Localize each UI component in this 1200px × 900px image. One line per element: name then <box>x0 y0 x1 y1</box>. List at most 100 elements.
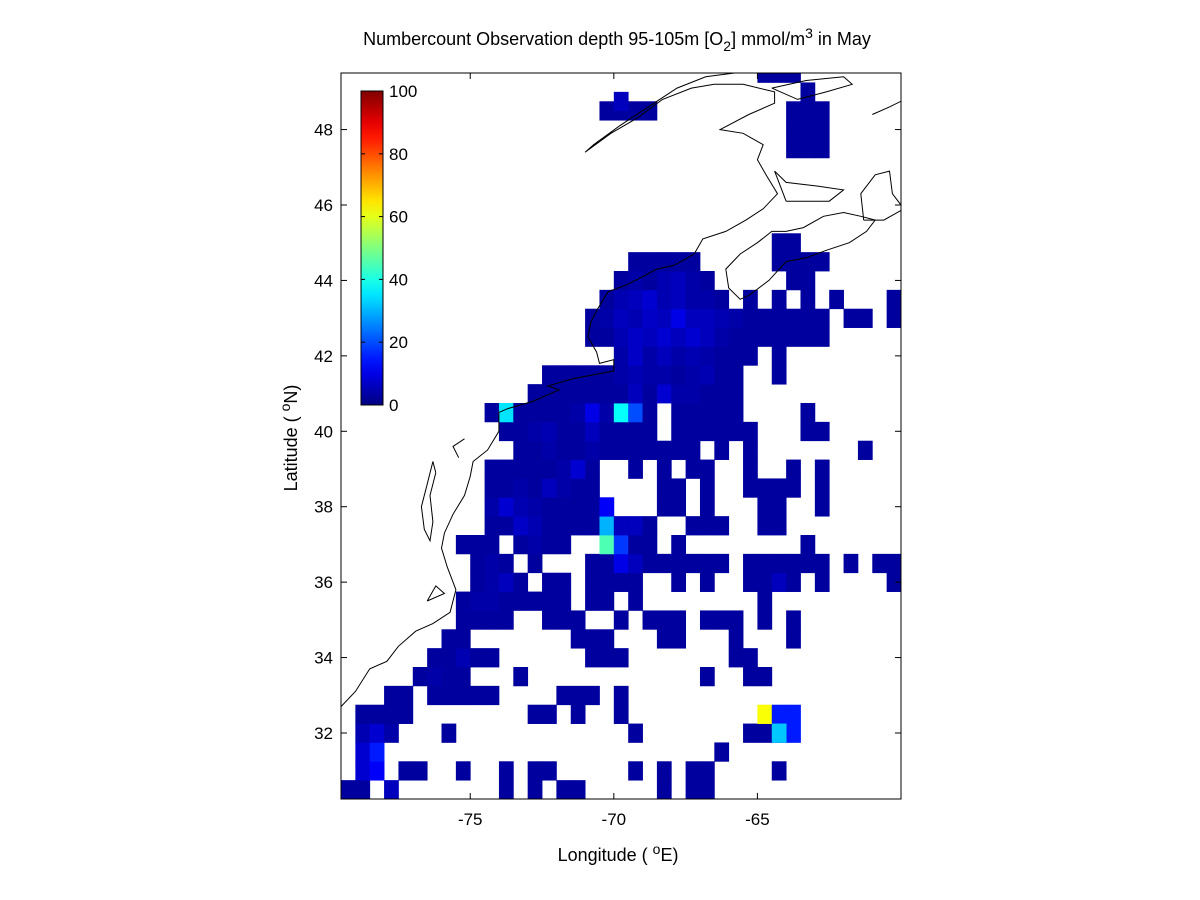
heatmap-cell <box>786 120 801 140</box>
heatmap-cell <box>800 139 816 159</box>
heatmap-cell <box>857 308 873 328</box>
heatmap-cell <box>685 384 701 404</box>
heatmap-cell <box>771 346 787 366</box>
coastline-segment <box>452 438 465 458</box>
coastline-segment <box>426 585 446 602</box>
heatmap-cell <box>685 459 701 479</box>
heatmap-cell <box>743 667 758 687</box>
heatmap-cell <box>642 516 658 536</box>
heatmap-cell <box>498 421 514 442</box>
heatmap-cell <box>757 667 773 687</box>
heatmap-cell <box>642 553 658 574</box>
colorbar-tick-label: 40 <box>389 270 408 289</box>
heatmap-cell <box>757 73 773 83</box>
heatmap-cell <box>470 591 485 611</box>
heatmap-cell <box>585 497 600 517</box>
heatmap-cell <box>800 289 816 310</box>
colorbar-gradient <box>360 90 384 406</box>
heatmap-cell <box>857 440 873 460</box>
heatmap-cell <box>498 497 514 517</box>
heatmap-cell <box>613 648 629 668</box>
heatmap-cell <box>556 459 572 479</box>
heatmap-cell <box>786 271 801 291</box>
heatmap-cell <box>800 327 816 347</box>
heatmap-cell <box>585 478 600 498</box>
heatmap-cell <box>513 497 529 517</box>
heatmap-cell <box>728 403 744 423</box>
heatmap-cell <box>628 101 643 121</box>
heatmap-cell <box>613 685 629 706</box>
heatmap-cell <box>527 761 543 781</box>
heatmap-cell <box>599 497 615 517</box>
heatmap-cell <box>886 289 902 310</box>
heatmap-cell <box>642 365 658 385</box>
heatmap-cell <box>613 572 629 592</box>
heatmap-cell <box>628 459 643 479</box>
heatmap-cell <box>585 440 600 460</box>
heatmap-cell <box>570 440 586 460</box>
heatmap-cell <box>556 685 572 706</box>
heatmap-cell <box>800 271 816 291</box>
heatmap-cell <box>714 403 730 423</box>
heatmap-cell <box>829 289 844 310</box>
heatmap-cell <box>699 667 715 687</box>
heatmap-cell <box>570 780 586 800</box>
y-tick-label: 44 <box>314 271 333 290</box>
heatmap-cell <box>757 478 773 498</box>
heatmap-cell <box>714 308 730 328</box>
heatmap-cell <box>685 327 701 347</box>
heatmap-cell <box>613 365 629 385</box>
heatmap-cell <box>771 233 787 253</box>
heatmap-cell <box>527 497 543 517</box>
heatmap-cell <box>886 308 902 328</box>
heatmap-cell <box>699 610 715 630</box>
heatmap-cell <box>771 478 787 498</box>
heatmap-cell <box>771 572 787 592</box>
heatmap-cell <box>513 421 529 442</box>
heatmap-cell <box>671 346 687 366</box>
heatmap-cell <box>743 478 758 498</box>
heatmap-cell <box>786 629 801 649</box>
heatmap-cell <box>728 421 744 442</box>
heatmap-cell <box>771 289 787 310</box>
heatmap-cell <box>570 478 586 498</box>
heatmap-cell <box>786 308 801 328</box>
heatmap-cell <box>556 421 572 442</box>
heatmap-cell <box>441 629 457 649</box>
coastline-segment <box>872 100 901 115</box>
heatmap-cell <box>814 139 830 159</box>
heatmap-cell <box>542 704 557 724</box>
heatmap-cell <box>728 365 744 385</box>
heatmap-cell <box>628 723 643 743</box>
heatmap-cell <box>556 572 572 592</box>
heatmap-cell <box>484 516 500 536</box>
heatmap-cell <box>886 553 902 574</box>
heatmap-cell <box>872 553 888 574</box>
title-superscript: 3 <box>805 25 813 41</box>
heatmap-cell <box>570 421 586 442</box>
heatmap-cell <box>513 572 529 592</box>
heatmap-cell <box>886 572 902 592</box>
heatmap-cell <box>786 252 801 272</box>
heatmap-cell <box>656 384 672 404</box>
heatmap-cell <box>613 308 629 328</box>
heatmap-cell <box>570 459 586 479</box>
heatmap-cell <box>699 403 715 423</box>
heatmap-cell <box>814 308 830 328</box>
heatmap-cell <box>599 591 615 611</box>
heatmap-cell <box>585 459 600 479</box>
heatmap-cell <box>513 440 529 460</box>
heatmap-cell <box>671 289 687 310</box>
heatmap-cell <box>613 610 629 630</box>
coastline-segment <box>774 170 845 202</box>
heatmap-cell <box>656 271 672 291</box>
heatmap-cell <box>585 384 600 404</box>
heatmap-cell <box>628 572 643 592</box>
heatmap-cell <box>341 780 356 800</box>
heatmap-cell <box>814 572 830 592</box>
heatmap-cell <box>355 780 371 800</box>
heatmap-cell <box>671 553 687 574</box>
heatmap-cell <box>771 723 787 743</box>
heatmap-cell <box>628 421 643 442</box>
heatmap-cell <box>656 780 672 800</box>
